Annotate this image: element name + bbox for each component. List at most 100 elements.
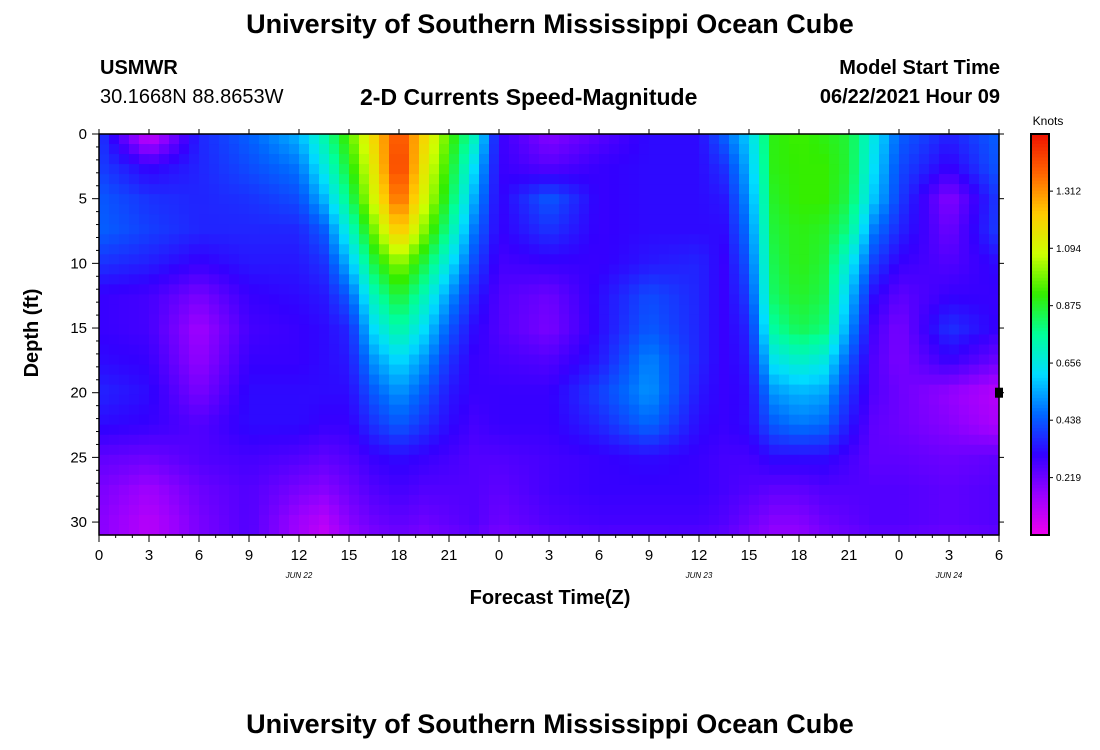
heatmap-cell (799, 384, 810, 396)
heatmap-cell (319, 394, 330, 406)
heatmap-cell (869, 144, 880, 155)
heatmap-cell (279, 364, 290, 376)
heatmap-cell (129, 244, 140, 255)
heatmap-cell (649, 424, 660, 436)
heatmap-cell (719, 354, 730, 366)
heatmap-cell (179, 194, 190, 205)
x-axis-label: Forecast Time(Z) (470, 587, 631, 609)
heatmap-cell (439, 274, 450, 285)
heatmap-cell (739, 204, 750, 215)
heatmap-cell (99, 294, 110, 306)
heatmap-cell (299, 424, 310, 436)
heatmap-cell (769, 424, 780, 436)
heatmap-cell (739, 444, 750, 456)
heatmap-cell (529, 404, 540, 416)
heatmap-cell (769, 284, 780, 295)
heatmap-cell (689, 134, 700, 145)
heatmap-cell (329, 294, 340, 306)
heatmap-cell (179, 474, 190, 486)
plot-area (99, 134, 1000, 536)
heatmap-cell (359, 434, 370, 446)
heatmap-cell (509, 284, 520, 295)
heatmap-cell (329, 134, 340, 145)
heatmap-cell (279, 484, 290, 496)
heatmap-cell (789, 384, 800, 396)
heatmap-cell (429, 514, 440, 526)
heatmap-cell (949, 304, 960, 316)
heatmap-cell (899, 314, 910, 326)
heatmap-cell (499, 184, 510, 195)
heatmap-cell (929, 484, 940, 496)
heatmap-cell (949, 204, 960, 215)
heatmap-cell (539, 374, 550, 386)
heatmap-cell (519, 334, 530, 346)
heatmap-cell (639, 364, 650, 376)
heatmap-cell (239, 514, 250, 526)
heatmap-cell (479, 394, 490, 406)
heatmap-cell (669, 154, 680, 165)
heatmap-cell (769, 314, 780, 326)
heatmap-cell (679, 324, 690, 336)
heatmap-cell (819, 294, 830, 306)
heatmap-cell (549, 404, 560, 416)
heatmap-cell (349, 304, 360, 316)
heatmap-cell (909, 274, 920, 285)
heatmap-cell (289, 354, 300, 366)
heatmap-cell (99, 344, 110, 356)
heatmap-cell (529, 194, 540, 205)
heatmap-cell (609, 234, 620, 245)
heatmap-cell (209, 414, 220, 426)
heatmap-cell (169, 394, 180, 406)
heatmap-cell (929, 174, 940, 185)
heatmap-cell (849, 304, 860, 316)
heatmap-cell (679, 444, 690, 456)
heatmap-cell (899, 164, 910, 175)
heatmap-cell (879, 394, 890, 406)
heatmap-cell (389, 184, 400, 195)
heatmap-cell (269, 444, 280, 456)
heatmap-cell (249, 334, 260, 346)
heatmap-cell (429, 154, 440, 165)
heatmap-cell (459, 444, 470, 456)
heatmap-cell (169, 274, 180, 285)
heatmap-cell (559, 274, 570, 285)
heatmap-cell (189, 214, 200, 225)
heatmap-cell (909, 254, 920, 265)
heatmap-cell (969, 474, 980, 486)
heatmap-cell (589, 224, 600, 235)
heatmap-cell (789, 144, 800, 155)
heatmap-cell (619, 454, 630, 466)
heatmap-cell (819, 454, 830, 466)
heatmap-cell (379, 244, 390, 255)
heatmap-cell (789, 214, 800, 225)
heatmap-cell (379, 524, 390, 536)
heatmap-cell (859, 354, 870, 366)
heatmap-cell (609, 484, 620, 496)
heatmap-cell (219, 294, 230, 306)
heatmap-cell (159, 504, 170, 516)
heatmap-cell (429, 494, 440, 506)
heatmap-cell (959, 144, 970, 155)
heatmap-cell (739, 514, 750, 526)
heatmap-cell (659, 284, 670, 295)
heatmap-cell (709, 244, 720, 255)
heatmap-cell (199, 184, 210, 195)
heatmap-cell (699, 264, 710, 275)
colorbar-segment (1031, 471, 1049, 476)
heatmap-cell (969, 444, 980, 456)
heatmap-cell (349, 464, 360, 476)
x-tick-label: 3 (145, 547, 153, 564)
heatmap-cell (909, 284, 920, 295)
heatmap-cell (259, 214, 270, 225)
colorbar-segment (1031, 454, 1049, 459)
heatmap-cell (669, 434, 680, 446)
heatmap-cell (159, 444, 170, 456)
heatmap-cell (319, 324, 330, 336)
heatmap-cell (879, 174, 890, 185)
heatmap-cell (669, 504, 680, 516)
heatmap-cell (869, 414, 880, 426)
heatmap-cell (659, 164, 670, 175)
heatmap-cell (209, 444, 220, 456)
heatmap-cell (719, 144, 730, 155)
heatmap-cell (369, 474, 380, 486)
